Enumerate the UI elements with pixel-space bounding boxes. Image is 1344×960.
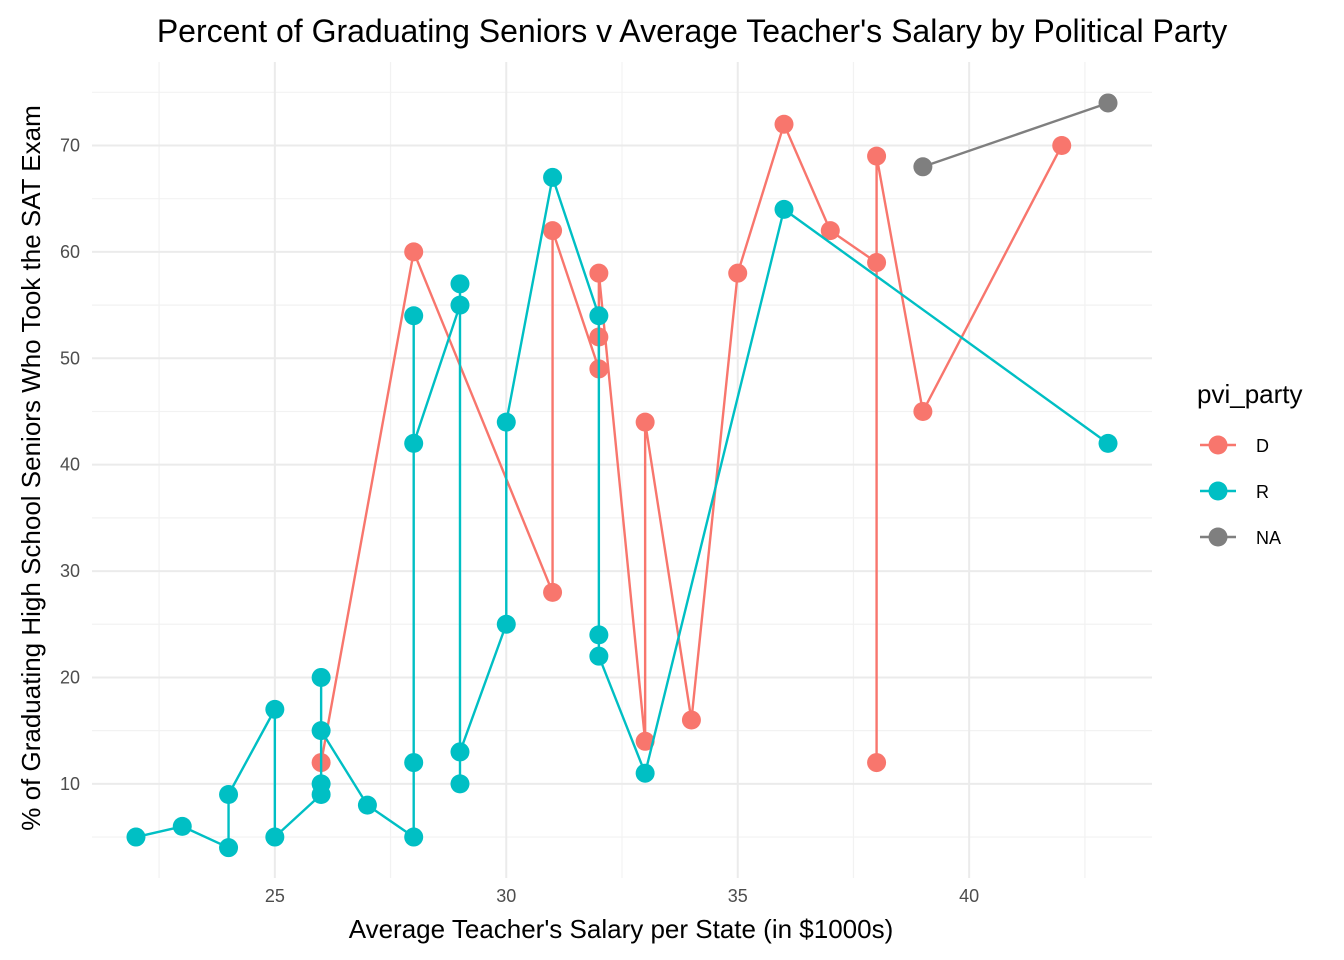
y-tick-label: 40 [60,455,80,475]
data-point [404,306,424,326]
data-point [913,401,933,421]
legend-title: pvi_party [1197,379,1303,409]
data-point [543,582,563,602]
x-tick-label: 40 [959,886,979,906]
data-point [404,753,424,773]
series-d [311,114,1072,773]
y-tick-label: 60 [60,242,80,262]
data-point [635,731,655,751]
data-point [774,199,794,219]
data-point [311,667,331,687]
y-axis-ticks: 10 20 30 40 50 60 70 [60,136,80,794]
series-r [126,167,1118,858]
legend-item-d: D [1200,435,1269,456]
y-tick-label: 70 [60,136,80,156]
data-point [820,221,840,241]
legend: D R NA [1200,435,1281,548]
data-point [681,710,701,730]
data-point [589,306,609,326]
legend-item-r: R [1200,481,1269,502]
data-point [728,263,748,283]
data-point [589,625,609,645]
x-tick-label: 30 [496,886,516,906]
y-axis-title: % of Graduating High School Seniors Who … [16,105,46,831]
x-axis-title: Average Teacher's Salary per State (in $… [349,914,894,944]
data-point [172,816,192,836]
data-point [126,827,146,847]
data-point [450,774,470,794]
data-point [311,721,331,741]
series-layer [126,93,1118,858]
data-point [404,827,424,847]
data-point [450,295,470,315]
legend-item-na: NA [1200,527,1281,548]
data-point [635,412,655,432]
x-axis-ticks: 25 30 35 40 [265,886,979,906]
y-tick-label: 50 [60,348,80,368]
data-point [404,433,424,453]
series-line-d [319,123,1063,764]
data-point [496,412,516,432]
data-point [219,784,239,804]
data-point [867,146,887,166]
data-point [357,795,377,815]
x-tick-label: 25 [265,886,285,906]
data-point [404,242,424,262]
chart-title: Percent of Graduating Seniors v Average … [157,13,1227,49]
data-point [774,114,794,134]
series-line-r [135,176,1109,849]
series-na [913,93,1118,177]
legend-key-point [1208,481,1228,501]
data-point [1098,93,1118,113]
data-point [589,646,609,666]
data-point [450,274,470,294]
legend-key-point [1208,527,1228,547]
data-point [589,263,609,283]
data-point [450,742,470,762]
data-point [543,221,563,241]
y-tick-label: 30 [60,561,80,581]
data-point [311,774,331,794]
data-point [1052,136,1072,156]
x-tick-label: 35 [728,886,748,906]
data-point [265,699,285,719]
data-point [496,614,516,634]
data-point [219,838,239,858]
data-point [867,753,887,773]
data-point [1098,433,1118,453]
legend-label: NA [1256,528,1281,548]
legend-key-point [1208,435,1228,455]
data-point [543,167,563,187]
data-point [635,763,655,783]
data-point [913,157,933,177]
legend-label: D [1256,436,1269,456]
series-line-na [922,101,1109,168]
data-point [867,253,887,273]
legend-label: R [1256,482,1269,502]
y-tick-label: 20 [60,667,80,687]
data-point [265,827,285,847]
y-tick-label: 10 [60,774,80,794]
